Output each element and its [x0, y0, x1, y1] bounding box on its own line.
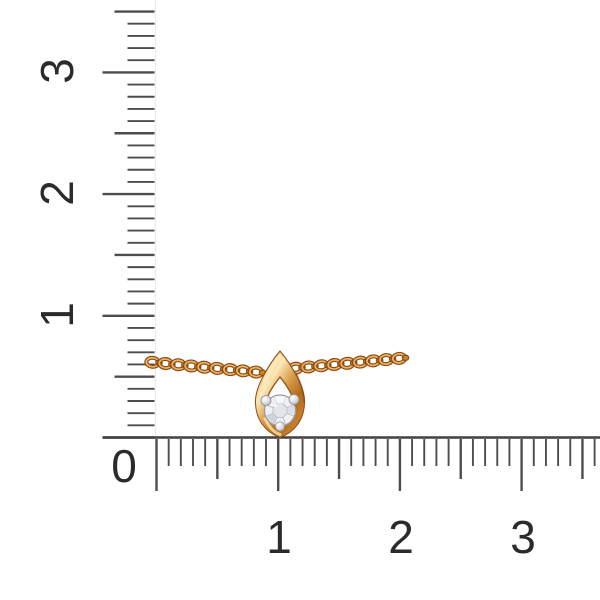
horizontal-ruler-label-1: 1: [266, 511, 292, 563]
vertical-ruler: [102, 0, 157, 439]
horizontal-ruler: [102, 436, 600, 491]
pendant-ridge-highlight: [258, 354, 282, 399]
prong-right: [288, 394, 300, 405]
horizontal-ruler-label-3: 3: [510, 511, 536, 563]
prong-left: [260, 395, 272, 406]
vertical-ruler-label-1: 1: [31, 302, 83, 328]
necklace-chain: [144, 351, 410, 379]
marquise-pendant: [254, 350, 306, 439]
pendant-right-shadow: [295, 373, 305, 403]
diamond-stone: [263, 394, 297, 427]
vertical-ruler-label-3: 3: [31, 58, 83, 84]
ruler-origin-label: 0: [111, 440, 137, 492]
pendant-bottom-highlight: [263, 417, 282, 436]
horizontal-ruler-label-2: 2: [388, 511, 414, 563]
prong-bottom: [274, 421, 285, 432]
vertical-ruler-label-2: 2: [31, 180, 83, 206]
